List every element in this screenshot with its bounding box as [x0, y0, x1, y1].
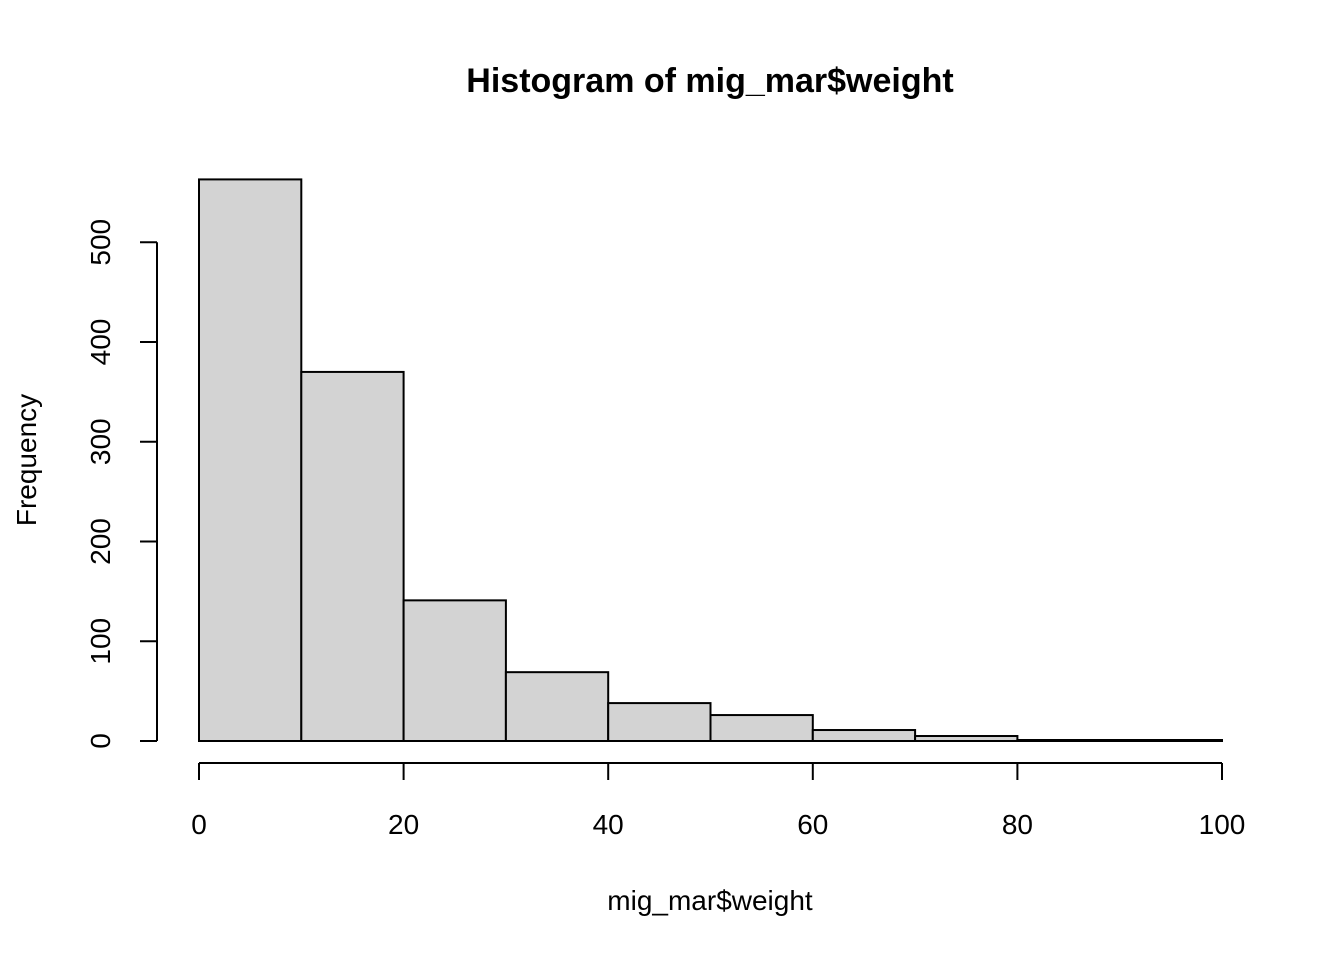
x-axis-label: mig_mar$weight [607, 885, 813, 916]
bars-group [198, 178, 1223, 743]
histogram-bar-60-70 [811, 729, 917, 743]
x-tick-label: 60 [797, 809, 828, 840]
histogram-bar-10-20 [300, 370, 405, 742]
histogram-bar-90-100 [1118, 739, 1223, 743]
histogram-bar-80-90 [1016, 739, 1121, 743]
histogram-bar-70-80 [914, 735, 1019, 743]
y-tick-label: 400 [85, 319, 116, 366]
x-axis: 0 20 40 60 80 100 [191, 762, 1246, 840]
x-tick-label: 0 [191, 809, 207, 840]
y-tick-label: 300 [85, 418, 116, 465]
histogram-bar-0-10 [198, 178, 303, 743]
histogram-bar-40-50 [607, 702, 712, 742]
chart-title: Histogram of mig_mar$weight [466, 62, 953, 100]
y-axis: 0 100 200 300 400 500 [85, 219, 158, 749]
histogram-bar-30-40 [504, 671, 610, 742]
x-tick-label: 40 [593, 809, 624, 840]
x-tick-label: 20 [388, 809, 419, 840]
histogram-bar-50-60 [709, 714, 814, 743]
y-tick-label: 0 [85, 733, 116, 749]
y-tick-label: 100 [85, 618, 116, 665]
x-tick-label: 100 [1199, 809, 1246, 840]
x-tick-label: 80 [1002, 809, 1033, 840]
histogram-bar-20-30 [402, 599, 507, 742]
y-tick-label: 200 [85, 518, 116, 565]
y-axis-label: Frequency [11, 394, 42, 526]
y-tick-label: 500 [85, 219, 116, 266]
